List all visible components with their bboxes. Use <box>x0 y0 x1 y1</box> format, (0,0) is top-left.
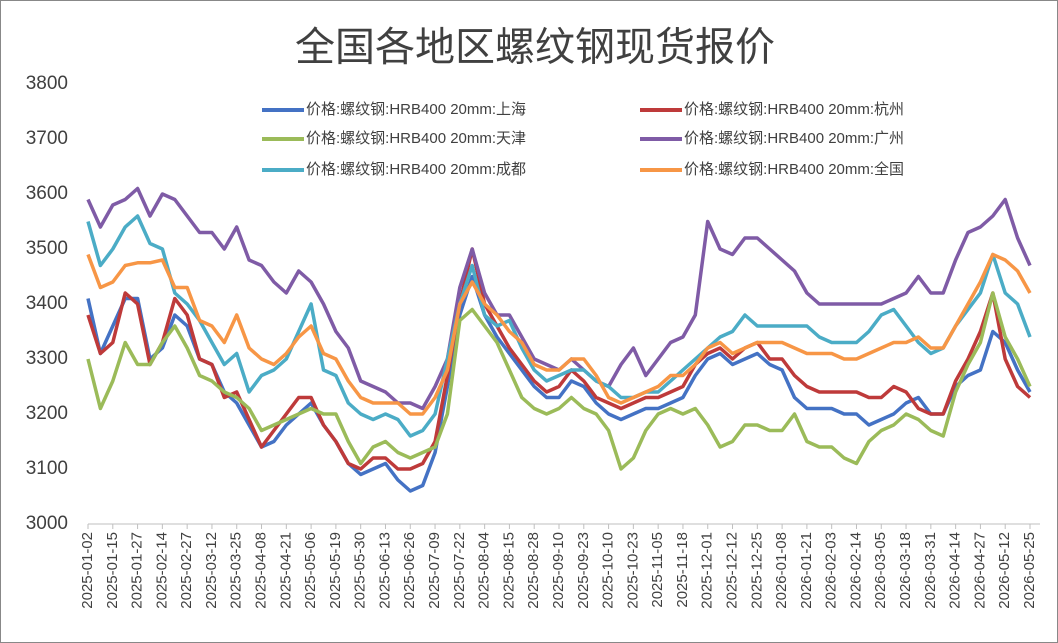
x-tick-label: 2025-09-23 <box>575 532 592 609</box>
x-tick-label: 2025-06-13 <box>376 532 393 609</box>
x-tick-label: 2025-12-12 <box>723 532 740 609</box>
y-tick-label: 3200 <box>26 403 68 424</box>
series-line <box>86 274 1032 493</box>
x-tick-label: 2025-05-06 <box>302 532 319 609</box>
y-tick-label: 3700 <box>26 128 68 149</box>
x-tick-label: 2026-04-14 <box>947 532 964 609</box>
x-tick-label: 2025-10-10 <box>600 532 617 609</box>
series-line <box>86 214 1032 438</box>
x-tick-label: 2025-01-02 <box>79 532 96 609</box>
x-tick-label: 2025-02-27 <box>178 532 195 609</box>
series-line <box>86 291 1032 471</box>
x-tick-label: 2026-02-03 <box>823 532 840 609</box>
legend-label: 价格:螺纹钢:HRB400 20mm:广州 <box>684 130 904 147</box>
x-tick-label: 2025-04-08 <box>252 532 269 609</box>
x-tick-label: 2026-02-14 <box>847 532 864 609</box>
x-tick-label: 2025-09-10 <box>550 532 567 609</box>
x-tick-label: 2026-03-31 <box>922 532 939 609</box>
x-tick-label: 2025-07-09 <box>426 532 443 609</box>
y-tick-label: 3500 <box>26 238 68 259</box>
x-tick-label: 2025-12-25 <box>748 532 765 609</box>
x-tick-label: 2026-03-18 <box>897 532 914 609</box>
chart-title: 全国各地区螺纹钢现货报价 <box>295 26 775 70</box>
legend-label: 价格:螺纹钢:HRB400 20mm:杭州 <box>684 101 904 118</box>
series-line <box>86 247 1032 471</box>
x-tick-label: 2026-01-21 <box>798 532 815 609</box>
x-tick-label: 2026-05-12 <box>996 532 1013 609</box>
y-tick-label: 3400 <box>26 293 68 314</box>
x-tick-label: 2025-01-27 <box>129 532 146 609</box>
y-tick-label: 3100 <box>26 458 68 479</box>
series-line <box>86 252 1032 416</box>
legend-label: 价格:螺纹钢:HRB400 20mm:上海 <box>306 101 526 118</box>
x-tick-label: 2025-04-21 <box>277 532 294 609</box>
x-tick-label: 2025-03-25 <box>228 532 245 609</box>
x-tick-label: 2025-02-14 <box>153 532 170 609</box>
legend-label: 价格:螺纹钢:HRB400 20mm:成都 <box>306 161 526 178</box>
x-tick-label: 2026-03-05 <box>872 532 889 609</box>
x-tick-label: 2025-08-28 <box>525 532 542 609</box>
x-tick-label: 2026-01-08 <box>773 532 790 609</box>
x-tick-label: 2025-06-26 <box>401 532 418 609</box>
legend-label: 价格:螺纹钢:HRB400 20mm:天津 <box>306 130 526 147</box>
y-tick-label: 3300 <box>26 348 68 369</box>
x-tick-label: 2025-10-23 <box>624 532 641 609</box>
x-tick-label: 2025-03-12 <box>203 532 220 609</box>
x-tick-label: 2025-11-05 <box>649 532 666 608</box>
y-tick-label: 3800 <box>26 73 68 94</box>
legend-label: 价格:螺纹钢:HRB400 20mm:全国 <box>684 160 904 178</box>
y-tick-label: 3000 <box>26 513 68 534</box>
y-tick-label: 3600 <box>26 183 68 204</box>
x-tick-label: 2025-12-01 <box>699 532 716 609</box>
x-tick-label: 2026-04-27 <box>971 532 988 609</box>
x-tick-label: 2025-08-15 <box>500 532 517 609</box>
x-tick-label: 2025-05-30 <box>352 532 369 609</box>
x-tick-label: 2025-05-19 <box>327 532 344 609</box>
x-tick-label: 2026-05-25 <box>1021 532 1038 609</box>
x-tick-label: 2025-07-22 <box>451 532 468 609</box>
x-tick-label: 2025-11-18 <box>674 532 691 608</box>
x-tick-label: 2025-01-15 <box>104 532 121 609</box>
x-tick-label: 2025-08-04 <box>476 532 493 609</box>
